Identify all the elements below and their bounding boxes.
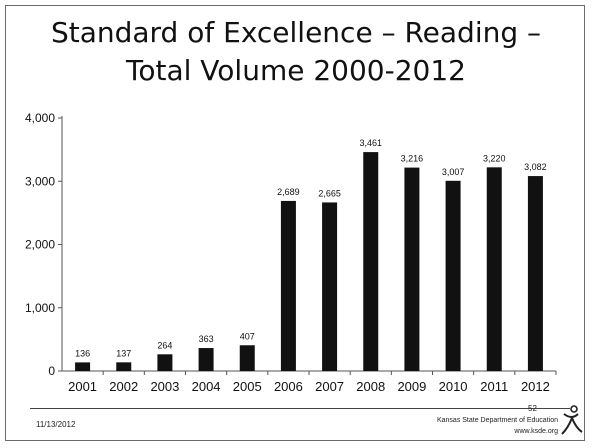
bar <box>363 152 379 371</box>
category-label: 2004 <box>192 379 221 394</box>
category-label: 2007 <box>315 379 344 394</box>
bar <box>527 176 543 371</box>
chart-bars <box>75 152 543 371</box>
category-label: 2003 <box>150 379 179 394</box>
ksde-logo-icon <box>561 405 583 435</box>
title-line-1: Standard of Excellence – Reading – <box>50 16 542 49</box>
category-label: 2011 <box>480 379 508 394</box>
category-label: 2012 <box>521 379 550 394</box>
chart-axes <box>61 116 556 372</box>
y-tick-label: 1,000 <box>25 301 55 315</box>
bar-value-label: 407 <box>240 331 255 341</box>
category-label: 2002 <box>109 379 138 394</box>
category-label: 2008 <box>356 379 385 394</box>
y-tick-label: 0 <box>48 364 55 378</box>
y-tick-label: 4,000 <box>25 111 55 125</box>
bar <box>75 362 91 371</box>
x-axis-categories: 2001 2002 2003 2004 2005 2006 2007 2008 2009 2010… <box>68 371 557 394</box>
bar <box>404 167 420 371</box>
category-label: 2010 <box>439 379 468 394</box>
bar-value-label: 136 <box>75 348 90 358</box>
bar-value-label: 3,007 <box>442 167 465 177</box>
bar-value-label: 2,665 <box>318 188 341 198</box>
bar <box>486 167 502 371</box>
bar-value-label: 3,220 <box>483 153 506 163</box>
category-label: 2006 <box>274 379 303 394</box>
bar <box>116 362 132 371</box>
bar <box>239 345 255 371</box>
category-label: 2001 <box>68 379 97 394</box>
bar-value-label: 3,461 <box>359 138 382 148</box>
y-axis-ticks: 0 1,000 2,000 3,000 4,000 <box>25 111 62 378</box>
bar <box>198 348 214 371</box>
bar-value-label: 137 <box>116 348 131 358</box>
bar-value-label: 2,689 <box>277 187 300 197</box>
page-number: 52 <box>528 404 537 413</box>
bar <box>280 200 296 371</box>
bar-value-label: 363 <box>199 334 214 344</box>
title-line-2: Total Volume 2000-2012 <box>126 54 466 87</box>
category-label: 2009 <box>397 379 426 394</box>
bar <box>157 354 173 371</box>
organization-name: Kansas State Department of Education <box>436 417 558 424</box>
footer-divider <box>30 408 570 409</box>
bar <box>322 202 338 371</box>
bar <box>445 180 461 371</box>
y-tick-label: 2,000 <box>25 238 55 252</box>
bar-value-label: 264 <box>157 340 172 350</box>
slide-title: Standard of Excellence – Reading – Total… <box>0 14 592 90</box>
bar-value-label: 3,216 <box>401 154 424 164</box>
organization-url: www.ksde.org <box>514 428 558 435</box>
category-label: 2005 <box>233 379 262 394</box>
y-tick-label: 3,000 <box>25 174 55 188</box>
footer-date: 11/13/2012 <box>36 420 76 429</box>
bar-value-label: 3,082 <box>524 162 547 172</box>
data-labels: 136 137 264 363 407 2,689 2,665 3,461 3,216 3,007… <box>75 138 547 358</box>
